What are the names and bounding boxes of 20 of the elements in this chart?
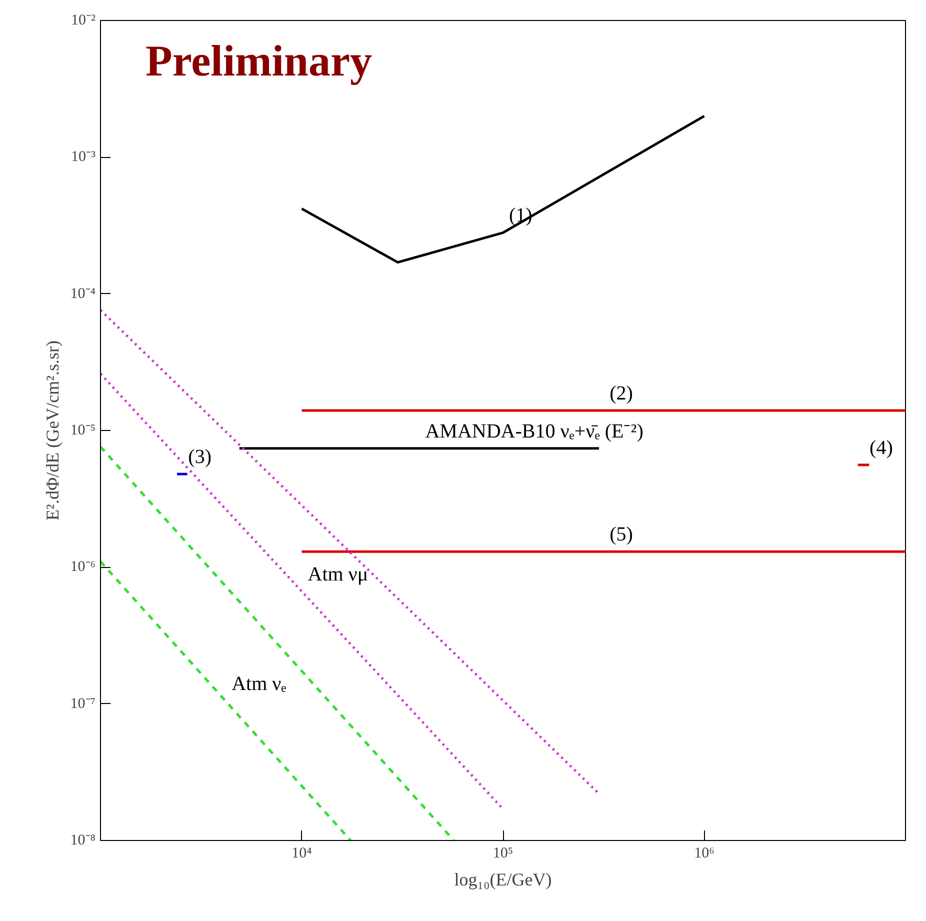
y-tick-label: 10⁻⁷ (70, 696, 96, 712)
y-tick-label: 10⁻⁶ (70, 559, 96, 576)
series-label: (2) (610, 382, 633, 405)
y-tick-label: 10⁻² (71, 12, 96, 28)
series-label: Atm νₑ (232, 673, 286, 696)
x-tick-label: 10⁴ (292, 846, 312, 862)
y-tick-label: 10⁻⁴ (70, 286, 96, 302)
x-axis-title: log₁₀(E/GeV) (454, 870, 552, 890)
x-tick-label: 10⁶ (694, 846, 714, 862)
y-tick-label: 10⁻⁵ (70, 422, 96, 438)
series-label: (4) (870, 436, 893, 459)
annotation: Preliminary (146, 36, 372, 86)
series-label: (5) (610, 524, 633, 546)
series-label: Atm νμ (308, 563, 368, 586)
series-label: AMANDA-B10 νₑ+ν̄ₑ (E⁻²) (425, 420, 644, 442)
y-tick-label: 10⁻³ (71, 149, 96, 166)
series-label: (3) (188, 446, 212, 468)
x-tick-label: 10⁵ (492, 846, 514, 862)
y-tick-label: 10⁻⁸ (70, 832, 96, 848)
y-axis-title: E².dΦ/dE (GeV/cm².s.sr) (42, 340, 62, 520)
